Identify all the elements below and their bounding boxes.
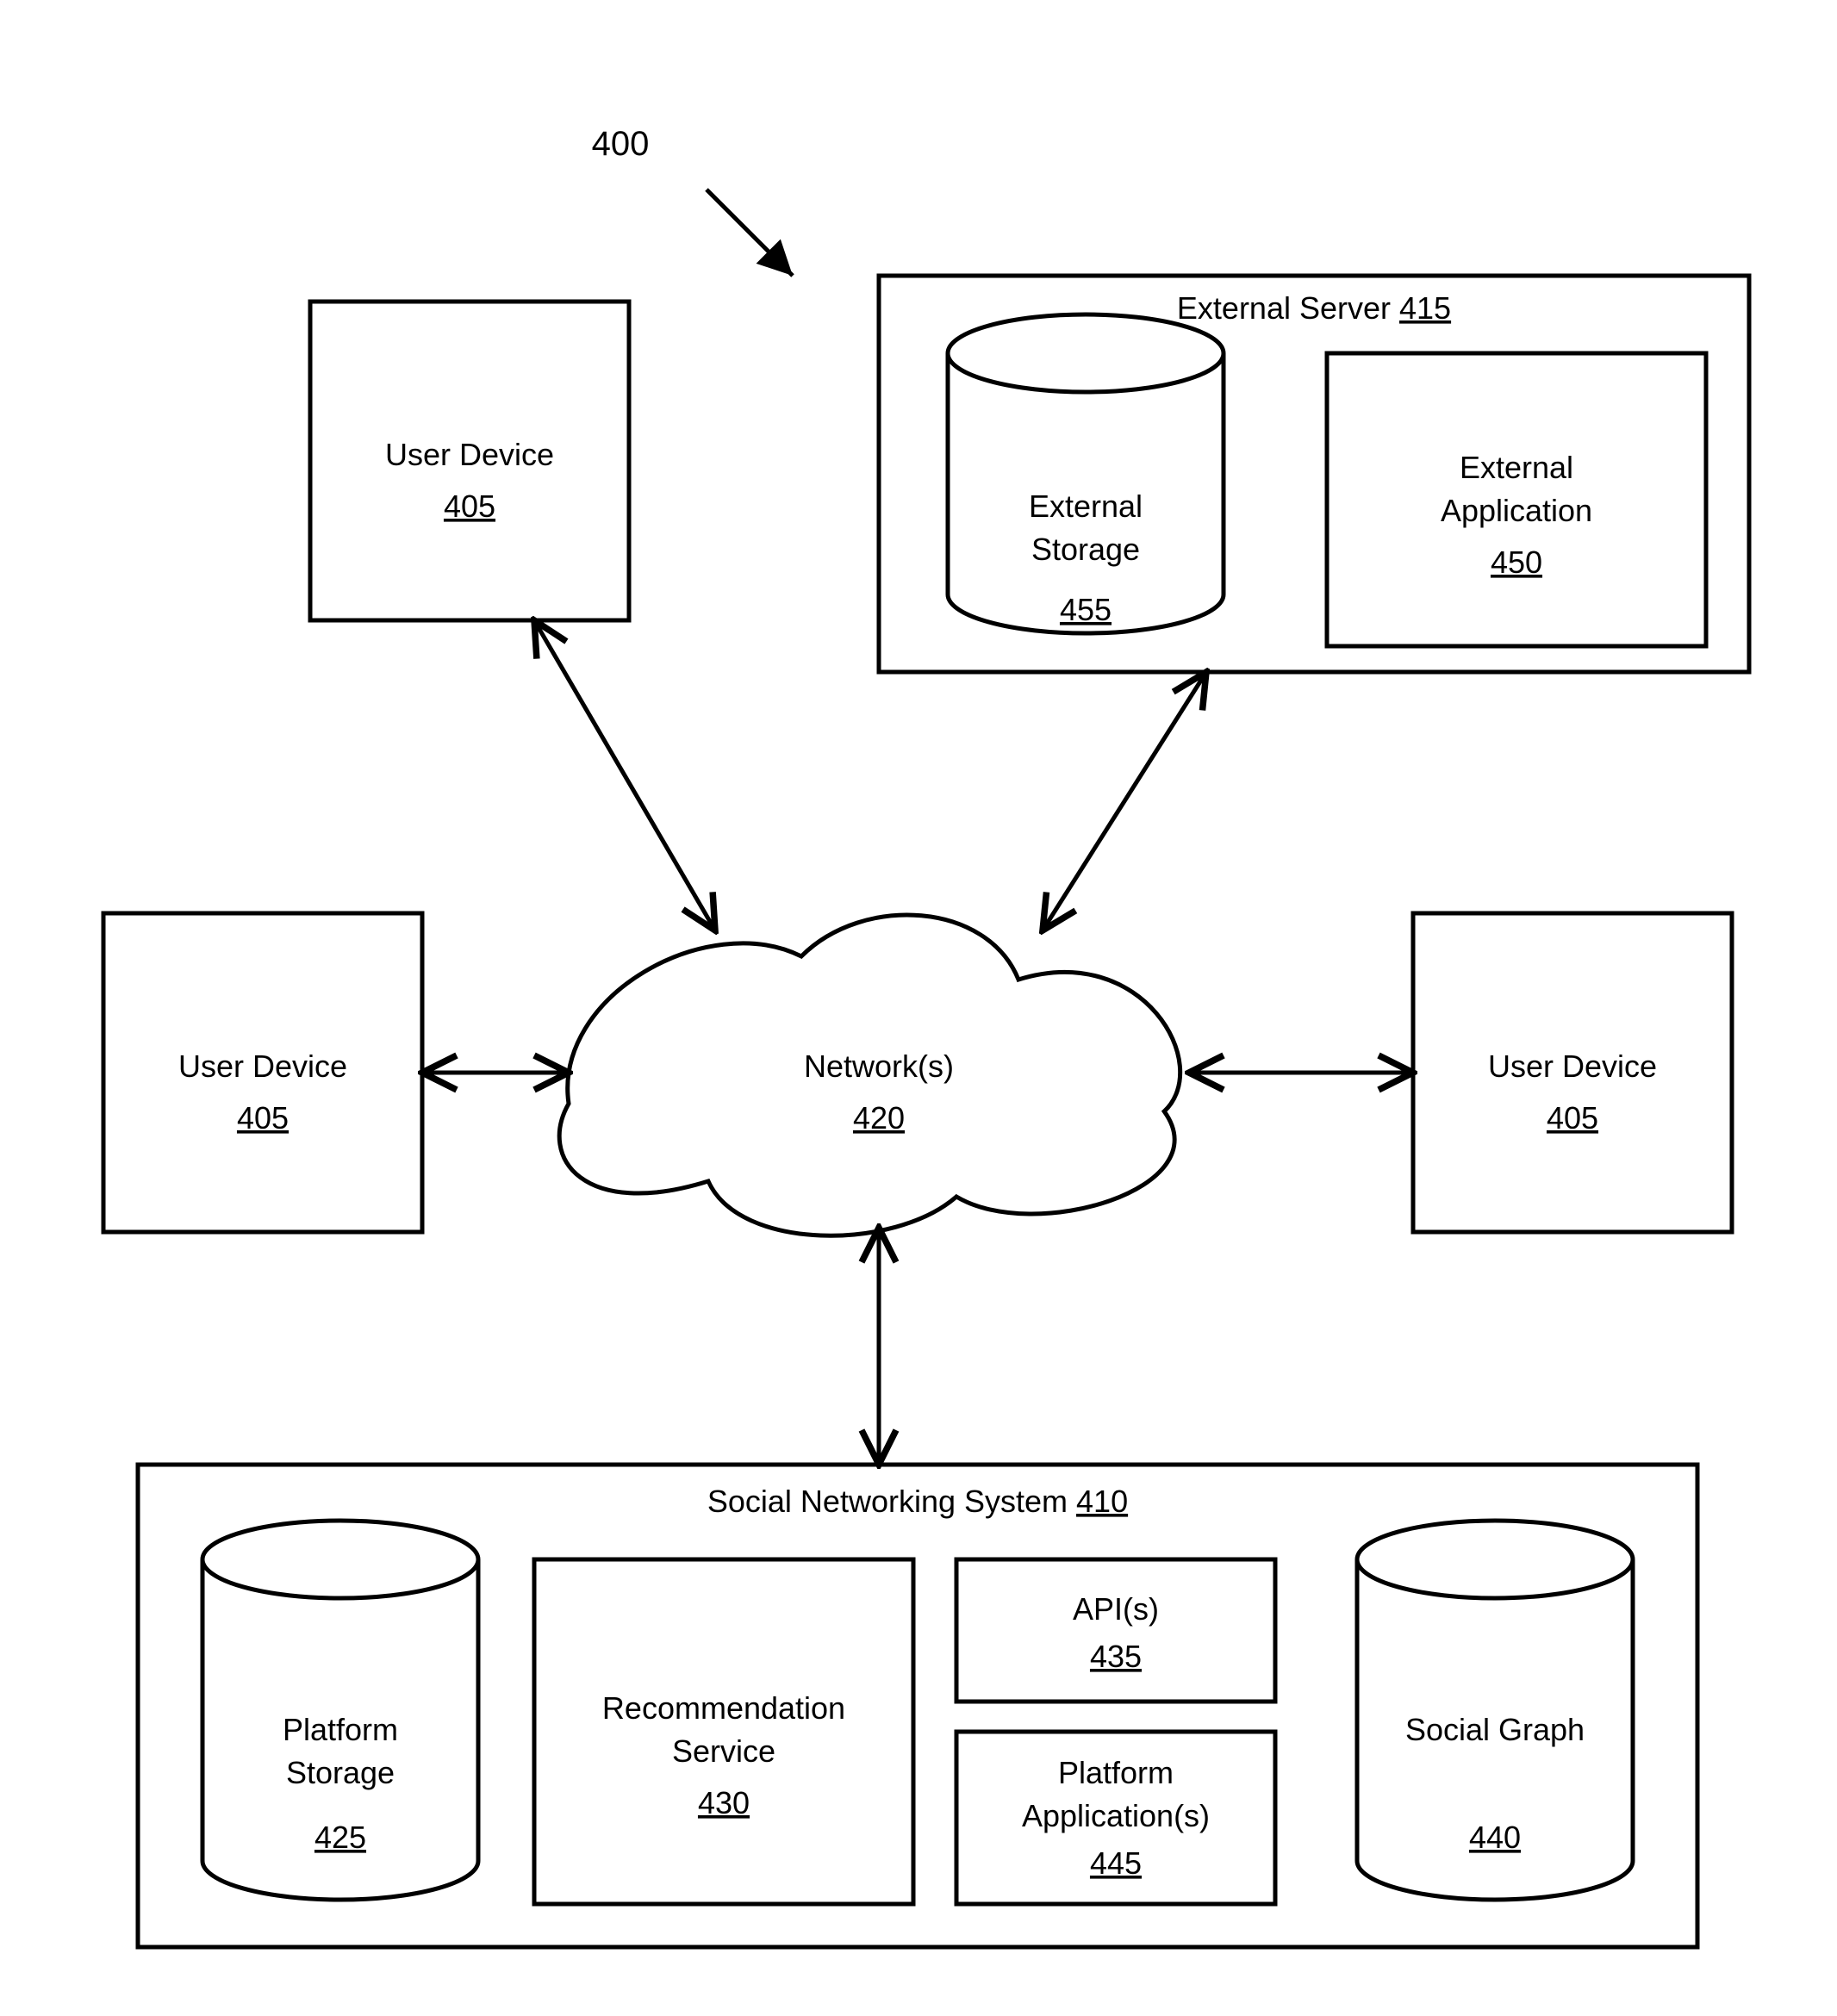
- platform_applications-label: Platform: [1058, 1755, 1174, 1790]
- network-ref: 420: [853, 1100, 905, 1136]
- platform_applications-label2: Application(s): [1022, 1798, 1210, 1833]
- apis-label: API(s): [1073, 1591, 1159, 1627]
- figure-arrow: [707, 190, 793, 276]
- user_device_right-ref: 405: [1547, 1100, 1598, 1136]
- external_application-ref: 450: [1491, 544, 1542, 580]
- recommendation_service-ref: 430: [698, 1785, 750, 1820]
- external_storage: [948, 314, 1224, 633]
- external_application-label: External: [1460, 450, 1573, 485]
- network-label: Network(s): [804, 1048, 954, 1084]
- user_device_right-label: User Device: [1488, 1048, 1657, 1084]
- platform_storage-ref: 425: [314, 1820, 366, 1855]
- external_application-label2: Application: [1441, 493, 1592, 528]
- edge-external_server-network: [1043, 672, 1206, 930]
- external_server-title: External Server 415: [1177, 290, 1451, 326]
- external_storage-label2: Storage: [1031, 532, 1140, 567]
- social_networking_system-title: Social Networking System 410: [707, 1484, 1128, 1519]
- apis: [956, 1559, 1275, 1702]
- apis-ref: 435: [1090, 1639, 1142, 1674]
- figure-label: 400: [592, 125, 650, 163]
- platform_applications-ref: 445: [1090, 1845, 1142, 1881]
- social_graph-ref: 440: [1469, 1820, 1521, 1855]
- user_device_top-label: User Device: [385, 437, 554, 472]
- external_storage-label: External: [1029, 488, 1143, 524]
- edge-user_device_top-network: [534, 620, 715, 930]
- platform_storage-label2: Storage: [286, 1755, 395, 1790]
- user_device_top-ref: 405: [444, 488, 495, 524]
- external_storage-ref: 455: [1060, 592, 1112, 627]
- platform_storage-label: Platform: [283, 1712, 398, 1747]
- recommendation_service-label: Recommendation: [602, 1690, 845, 1726]
- user_device_left-label: User Device: [178, 1048, 347, 1084]
- recommendation_service-label2: Service: [672, 1733, 775, 1769]
- user_device_left-ref: 405: [237, 1100, 289, 1136]
- recommendation_service: [534, 1559, 913, 1904]
- social_graph-label: Social Graph: [1405, 1712, 1585, 1747]
